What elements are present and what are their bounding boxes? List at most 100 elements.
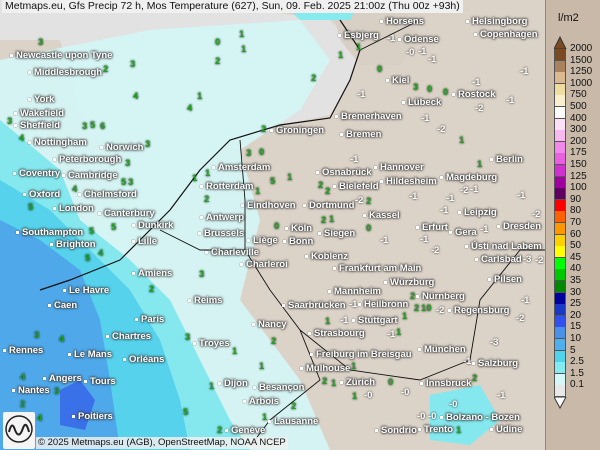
precip-value: 1 bbox=[396, 327, 402, 338]
city-label: Oxford bbox=[23, 189, 60, 200]
city-label: Carlsbad bbox=[475, 254, 522, 265]
precip-value: 1 bbox=[241, 44, 247, 55]
precip-value: 2 bbox=[103, 64, 109, 75]
legend-swatch bbox=[554, 281, 566, 293]
precip-value: 2 bbox=[321, 215, 327, 226]
city-label: Sondrio bbox=[375, 425, 417, 436]
copyright-footer: © 2025 Metmaps.eu (AGB), OpenStreetMap, … bbox=[36, 437, 288, 449]
city-label: Poitiers bbox=[72, 411, 113, 422]
precip-value: 2 bbox=[291, 401, 297, 412]
city-label: Lausanne bbox=[268, 416, 318, 427]
city-label: Leipzig bbox=[458, 207, 497, 218]
precip-value: 2 bbox=[204, 194, 210, 205]
temperature-value: -0 bbox=[428, 411, 437, 422]
legend-swatch bbox=[554, 83, 566, 96]
legend-label: 40 bbox=[570, 263, 582, 275]
precip-value: 0 bbox=[366, 223, 372, 234]
city-label: Helsingborg bbox=[466, 16, 527, 27]
legend-label: 1000 bbox=[570, 77, 593, 89]
city-label: Groningen bbox=[270, 125, 324, 136]
city-label: Peterborough bbox=[53, 154, 121, 165]
city-label: Bolzano - Bozen bbox=[440, 412, 520, 423]
temperature-value: -2 bbox=[475, 103, 484, 114]
temperature-value: -1 bbox=[380, 235, 389, 246]
legend-swatch bbox=[554, 246, 566, 259]
legend-swatch bbox=[554, 223, 566, 235]
precip-value: 2 bbox=[215, 56, 221, 67]
city-label: Dresden bbox=[497, 221, 541, 232]
legend-label: 1500 bbox=[570, 54, 593, 66]
city-label: Bremerhaven bbox=[335, 111, 402, 122]
precip-value: 3 bbox=[125, 158, 131, 169]
city-label: Köln bbox=[285, 223, 312, 234]
temperature-value: -0 bbox=[401, 387, 410, 398]
city-label: Kassel bbox=[363, 210, 400, 221]
legend-swatch bbox=[554, 165, 566, 177]
legend-label: 1250 bbox=[570, 66, 593, 78]
city-label: Lille bbox=[132, 236, 157, 247]
temperature-value: -0 bbox=[406, 47, 415, 58]
precip-value: 2 bbox=[271, 336, 277, 347]
city-label: Würzburg bbox=[384, 277, 434, 288]
legend-label: 400 bbox=[570, 112, 587, 124]
temperature-value: -1 bbox=[440, 205, 449, 216]
city-label: Odense bbox=[398, 34, 439, 45]
weather-map[interactable]: Newcastle upon Tyne Middlesbrough York Wake… bbox=[0, 0, 545, 450]
temperature-value: -1 bbox=[357, 89, 366, 100]
city-label: Middlesbrough bbox=[28, 67, 102, 78]
temperature-value: -1 bbox=[506, 95, 515, 106]
precip-value: 5 bbox=[28, 202, 34, 213]
city-label: Mannheim bbox=[328, 286, 381, 297]
precip-value: 1 bbox=[402, 311, 408, 322]
city-label: Nottingham bbox=[28, 137, 87, 148]
precip-value: 2 bbox=[366, 196, 372, 207]
city-label: Cambridge bbox=[62, 170, 118, 181]
precip-value: 3 bbox=[54, 386, 60, 397]
city-label: Orléans bbox=[123, 354, 164, 365]
legend-swatch bbox=[554, 304, 566, 317]
precip-value: 1 bbox=[331, 378, 337, 389]
city-label: Rennes bbox=[3, 345, 43, 356]
temperature-value: -1 bbox=[446, 193, 455, 204]
legend-swatch bbox=[554, 292, 566, 305]
legend-label: 100 bbox=[570, 182, 587, 194]
temperature-value: -2 bbox=[535, 255, 544, 266]
city-label: Erfurt bbox=[416, 222, 448, 233]
city-label: Copenhagen bbox=[474, 29, 538, 40]
city-label: Norwich bbox=[100, 142, 143, 153]
precip-value: 2 bbox=[149, 284, 155, 295]
city-label: Lübeck bbox=[402, 97, 441, 108]
precip-value: 1 bbox=[329, 214, 335, 225]
precip-value: 1 bbox=[209, 381, 215, 392]
temperature-value: -2 bbox=[436, 305, 445, 316]
temperature-value: -1 bbox=[428, 54, 437, 65]
city-label: Antwerp bbox=[200, 212, 244, 223]
precip-value: 5 bbox=[270, 176, 276, 187]
precip-legend: l/m2 2000 1500 1250 1000 750 500 400 300 200 175 1… bbox=[545, 0, 600, 450]
precip-value: 4 bbox=[133, 91, 139, 102]
legend-swatch bbox=[554, 141, 566, 154]
temperature-value: -2 bbox=[355, 195, 364, 206]
city-label: Bielefeld bbox=[333, 181, 379, 192]
city-label: Saarbrücken bbox=[282, 300, 346, 311]
temperature-value: -0 bbox=[364, 390, 373, 401]
city-label: Brighton bbox=[50, 239, 96, 250]
legend-label: 70 bbox=[570, 217, 582, 228]
precip-value: 4 bbox=[98, 248, 104, 259]
precip-value: 0 bbox=[274, 221, 280, 232]
precip-value: 4 bbox=[72, 184, 78, 195]
city-label: Mulhouse bbox=[300, 363, 350, 374]
city-label: Besançon bbox=[253, 382, 304, 393]
city-label: Hannover bbox=[374, 162, 424, 173]
precip-value: 2 bbox=[325, 186, 331, 197]
city-label: Siegen bbox=[318, 228, 355, 239]
legend-swatch bbox=[554, 373, 566, 386]
temperature-value: -2 bbox=[532, 209, 541, 220]
temperature-value: -2 bbox=[431, 245, 440, 256]
legend-label: 30 bbox=[570, 286, 582, 298]
city-label: Sheffield bbox=[14, 120, 60, 131]
precip-value: 2 bbox=[261, 124, 267, 135]
precip-value: 2 bbox=[322, 376, 328, 387]
city-label: Troyes bbox=[193, 338, 230, 349]
city-label: Chelmsford bbox=[78, 189, 137, 200]
